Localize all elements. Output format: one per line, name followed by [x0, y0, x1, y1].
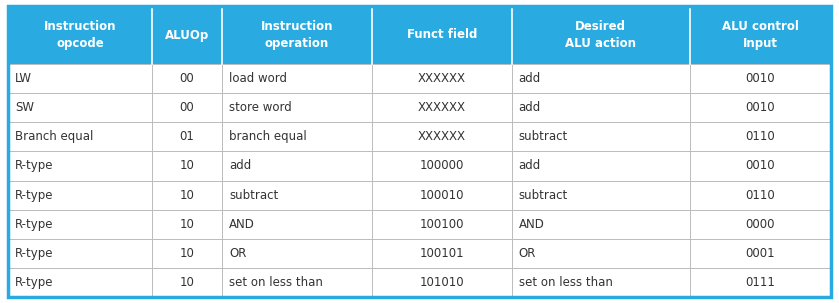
- Bar: [8, 210, 831, 239]
- Text: Instruction
opcode: Instruction opcode: [44, 20, 116, 50]
- Text: 100010: 100010: [420, 188, 464, 201]
- Bar: [8, 122, 831, 152]
- Text: add: add: [229, 159, 252, 172]
- Text: 00: 00: [180, 101, 195, 114]
- Text: XXXXXX: XXXXXX: [418, 130, 466, 143]
- Text: add: add: [519, 101, 541, 114]
- Text: 10: 10: [180, 159, 195, 172]
- Text: subtract: subtract: [519, 188, 568, 201]
- Text: 00: 00: [180, 72, 195, 85]
- Text: AND: AND: [519, 218, 545, 231]
- Text: XXXXXX: XXXXXX: [418, 101, 466, 114]
- Text: 100000: 100000: [420, 159, 464, 172]
- Text: AND: AND: [229, 218, 255, 231]
- Text: subtract: subtract: [519, 130, 568, 143]
- Text: load word: load word: [229, 72, 287, 85]
- Text: store word: store word: [229, 101, 292, 114]
- Text: branch equal: branch equal: [229, 130, 307, 143]
- Text: R-type: R-type: [15, 188, 54, 201]
- Text: 100101: 100101: [420, 247, 464, 260]
- Text: 0111: 0111: [745, 276, 775, 289]
- Text: set on less than: set on less than: [519, 276, 612, 289]
- Text: R-type: R-type: [15, 276, 54, 289]
- Text: 100100: 100100: [420, 218, 464, 231]
- Text: Branch equal: Branch equal: [15, 130, 93, 143]
- Text: OR: OR: [519, 247, 536, 260]
- Text: add: add: [519, 72, 541, 85]
- Text: 10: 10: [180, 188, 195, 201]
- Bar: [8, 239, 831, 268]
- Text: ALU control
Input: ALU control Input: [722, 20, 799, 50]
- Text: SW: SW: [15, 101, 34, 114]
- Bar: [8, 181, 831, 210]
- Text: LW: LW: [15, 72, 32, 85]
- Text: XXXXXX: XXXXXX: [418, 72, 466, 85]
- Text: Instruction
operation: Instruction operation: [261, 20, 333, 50]
- Text: R-type: R-type: [15, 159, 54, 172]
- Text: 10: 10: [180, 276, 195, 289]
- Text: Desired
ALU action: Desired ALU action: [565, 20, 636, 50]
- Text: 0010: 0010: [746, 72, 775, 85]
- Text: 101010: 101010: [420, 276, 464, 289]
- Text: 0010: 0010: [746, 101, 775, 114]
- Text: OR: OR: [229, 247, 247, 260]
- Bar: [8, 93, 831, 122]
- Text: Funct field: Funct field: [407, 28, 477, 42]
- Text: set on less than: set on less than: [229, 276, 323, 289]
- Text: 0110: 0110: [746, 130, 775, 143]
- Text: 01: 01: [180, 130, 195, 143]
- Bar: [8, 6, 831, 64]
- Text: subtract: subtract: [229, 188, 279, 201]
- Bar: [8, 268, 831, 297]
- Text: 0110: 0110: [746, 188, 775, 201]
- Text: R-type: R-type: [15, 247, 54, 260]
- Text: 10: 10: [180, 247, 195, 260]
- Bar: [8, 152, 831, 181]
- Text: 0010: 0010: [746, 159, 775, 172]
- Text: 0001: 0001: [746, 247, 775, 260]
- Bar: [8, 64, 831, 93]
- Text: ALUOp: ALUOp: [164, 28, 209, 42]
- Text: add: add: [519, 159, 541, 172]
- Text: 0000: 0000: [746, 218, 775, 231]
- Text: 10: 10: [180, 218, 195, 231]
- Text: R-type: R-type: [15, 218, 54, 231]
